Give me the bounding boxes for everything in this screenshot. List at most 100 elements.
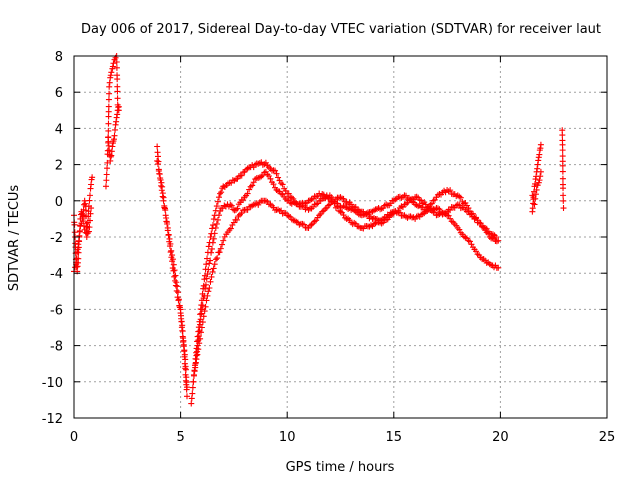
data-point bbox=[531, 201, 538, 208]
data-point bbox=[159, 183, 166, 190]
data-point bbox=[207, 278, 214, 285]
data-point bbox=[236, 211, 243, 218]
data-point bbox=[485, 230, 492, 237]
data-point bbox=[205, 288, 212, 295]
data-point bbox=[204, 255, 211, 262]
y-tick-label: 8 bbox=[55, 50, 63, 65]
data-point bbox=[195, 346, 202, 353]
data-point bbox=[196, 340, 203, 347]
data-point bbox=[112, 126, 119, 133]
data-point bbox=[113, 59, 120, 66]
data-point bbox=[156, 171, 163, 178]
data-point bbox=[275, 174, 282, 181]
data-point bbox=[285, 213, 292, 220]
series-seg11 bbox=[529, 168, 544, 208]
data-point bbox=[383, 201, 390, 208]
data-point bbox=[103, 171, 110, 178]
data-point bbox=[314, 200, 321, 207]
chart-title: Day 006 of 2017, Sidereal Day-to-day VTE… bbox=[81, 22, 601, 37]
x-tick-label: 20 bbox=[492, 430, 509, 445]
y-axis-label: SDTVAR / TECUs bbox=[7, 185, 22, 292]
data-point bbox=[157, 176, 164, 183]
data-point bbox=[267, 175, 274, 182]
data-point bbox=[532, 191, 539, 198]
data-point bbox=[208, 273, 215, 280]
data-point bbox=[233, 216, 240, 223]
data-point bbox=[165, 232, 172, 239]
data-point bbox=[205, 243, 212, 250]
data-point bbox=[155, 161, 162, 168]
data-point bbox=[235, 213, 242, 220]
data-point bbox=[214, 216, 221, 223]
data-point bbox=[288, 194, 295, 201]
data-point bbox=[211, 261, 218, 268]
data-point bbox=[402, 192, 409, 199]
data-point bbox=[351, 219, 358, 226]
data-point bbox=[115, 103, 122, 110]
data-point bbox=[155, 153, 162, 160]
data-point bbox=[337, 208, 344, 215]
y-tick-label: 2 bbox=[55, 159, 63, 174]
data-point bbox=[102, 183, 109, 190]
data-point bbox=[172, 277, 179, 284]
data-point bbox=[160, 194, 167, 201]
data-point bbox=[255, 160, 262, 167]
y-tick-label: -2 bbox=[50, 231, 63, 246]
grid-lines bbox=[74, 56, 607, 418]
data-point bbox=[208, 249, 215, 256]
data-point bbox=[105, 103, 112, 110]
data-point bbox=[172, 272, 179, 279]
data-point bbox=[495, 237, 502, 244]
data-point bbox=[105, 120, 112, 127]
axis-ticks: 0 5 10 15 20 25 -12 -10 -8 -6 -4 -2 0 2 4 6 8 bbox=[42, 50, 616, 445]
data-point bbox=[250, 179, 257, 186]
data-point bbox=[279, 181, 286, 188]
data-point bbox=[200, 313, 207, 320]
data-point bbox=[155, 167, 162, 174]
data-point bbox=[169, 265, 176, 272]
data-point bbox=[166, 243, 173, 250]
data-point bbox=[81, 226, 88, 233]
data-point bbox=[174, 294, 181, 301]
data-point bbox=[189, 384, 196, 391]
data-point bbox=[486, 234, 493, 240]
data-point bbox=[88, 205, 95, 212]
data-point bbox=[182, 371, 189, 378]
data-point bbox=[428, 200, 435, 207]
data-point bbox=[163, 218, 170, 225]
data-point bbox=[177, 310, 184, 317]
data-point bbox=[182, 366, 189, 373]
data-point bbox=[80, 222, 87, 229]
data-point bbox=[154, 143, 161, 150]
data-point bbox=[221, 233, 228, 240]
data-point bbox=[559, 141, 566, 148]
data-point bbox=[201, 308, 208, 315]
data-point bbox=[418, 197, 425, 204]
data-point bbox=[212, 256, 219, 263]
data-point bbox=[204, 292, 211, 299]
data-point bbox=[105, 96, 112, 103]
data-point bbox=[220, 237, 227, 244]
data-point bbox=[164, 221, 171, 228]
data-point bbox=[480, 224, 487, 231]
data-point bbox=[114, 88, 121, 95]
data-point bbox=[213, 220, 220, 227]
data-point bbox=[87, 210, 94, 217]
y-tick-label: -10 bbox=[42, 376, 63, 391]
data-point bbox=[214, 255, 221, 262]
data-point bbox=[364, 211, 371, 218]
series-seg6 bbox=[154, 157, 190, 400]
data-point bbox=[377, 206, 384, 213]
data-point bbox=[270, 181, 277, 188]
data-point bbox=[264, 162, 271, 169]
data-point bbox=[431, 209, 438, 216]
data-point bbox=[183, 393, 190, 400]
data-point bbox=[430, 197, 437, 204]
data-point bbox=[105, 127, 112, 134]
data-point bbox=[532, 195, 539, 202]
data-point bbox=[73, 255, 80, 262]
data-point bbox=[285, 190, 292, 197]
data-point bbox=[217, 190, 224, 197]
data-point bbox=[197, 311, 204, 318]
data-point bbox=[218, 189, 225, 196]
